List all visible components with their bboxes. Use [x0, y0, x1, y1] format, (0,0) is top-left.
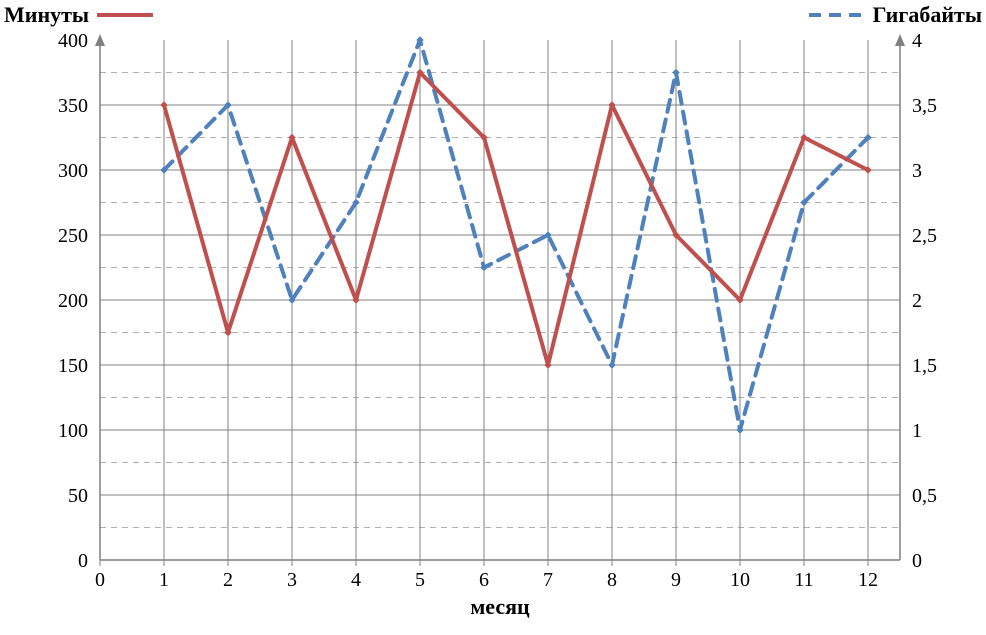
x-tick-label: 0	[95, 569, 105, 591]
y-right-tick-label: 0,5	[912, 485, 937, 507]
y-right-tick-label: 2,5	[912, 225, 937, 247]
y-right-tick-label: 4	[912, 30, 922, 52]
x-tick-label: 9	[671, 569, 681, 591]
y-left-tick-label: 350	[58, 95, 88, 117]
x-tick-label: 10	[730, 569, 750, 591]
y-left-tick-label: 100	[58, 420, 88, 442]
y-right-tick-label: 0	[912, 550, 922, 572]
chart-container: Минуты Гигабайты 05010015020025030035040…	[0, 0, 986, 635]
x-tick-label: 2	[223, 569, 233, 591]
y-left-tick-label: 400	[58, 30, 88, 52]
x-tick-label: 7	[543, 569, 553, 591]
x-tick-label: 11	[794, 569, 813, 591]
y-right-tick-label: 1	[912, 420, 922, 442]
chart-area: 05010015020025030035040000,511,522,533,5…	[0, 30, 986, 635]
x-tick-label: 1	[159, 569, 169, 591]
y-left-tick-label: 0	[78, 550, 88, 572]
x-tick-label: 5	[415, 569, 425, 591]
y-right-tick-label: 3	[912, 160, 922, 182]
x-tick-label: 8	[607, 569, 617, 591]
y-left-tick-label: 200	[58, 290, 88, 312]
y-left-tick-label: 250	[58, 225, 88, 247]
y-right-tick-label: 2	[912, 290, 922, 312]
y-right-tick-label: 1,5	[912, 355, 937, 377]
x-tick-label: 12	[858, 569, 878, 591]
y-left-tick-label: 50	[68, 485, 88, 507]
chart-svg: 05010015020025030035040000,511,522,533,5…	[0, 30, 986, 635]
legend-item-minutes: Минуты	[4, 2, 153, 28]
x-tick-label: 6	[479, 569, 489, 591]
x-tick-label: 4	[351, 569, 361, 591]
y-left-tick-label: 150	[58, 355, 88, 377]
legend-item-gigabytes: Гигабайты	[809, 2, 982, 28]
y-right-tick-label: 3,5	[912, 95, 937, 117]
legend-gigabytes-swatch	[809, 3, 865, 27]
x-tick-label: 3	[287, 569, 297, 591]
legend: Минуты Гигабайты	[0, 0, 986, 30]
legend-minutes-swatch	[97, 3, 153, 27]
y-left-tick-label: 300	[58, 160, 88, 182]
x-axis-title: месяц	[470, 594, 530, 619]
legend-minutes-label: Минуты	[4, 2, 89, 28]
legend-gigabytes-label: Гигабайты	[873, 2, 982, 28]
